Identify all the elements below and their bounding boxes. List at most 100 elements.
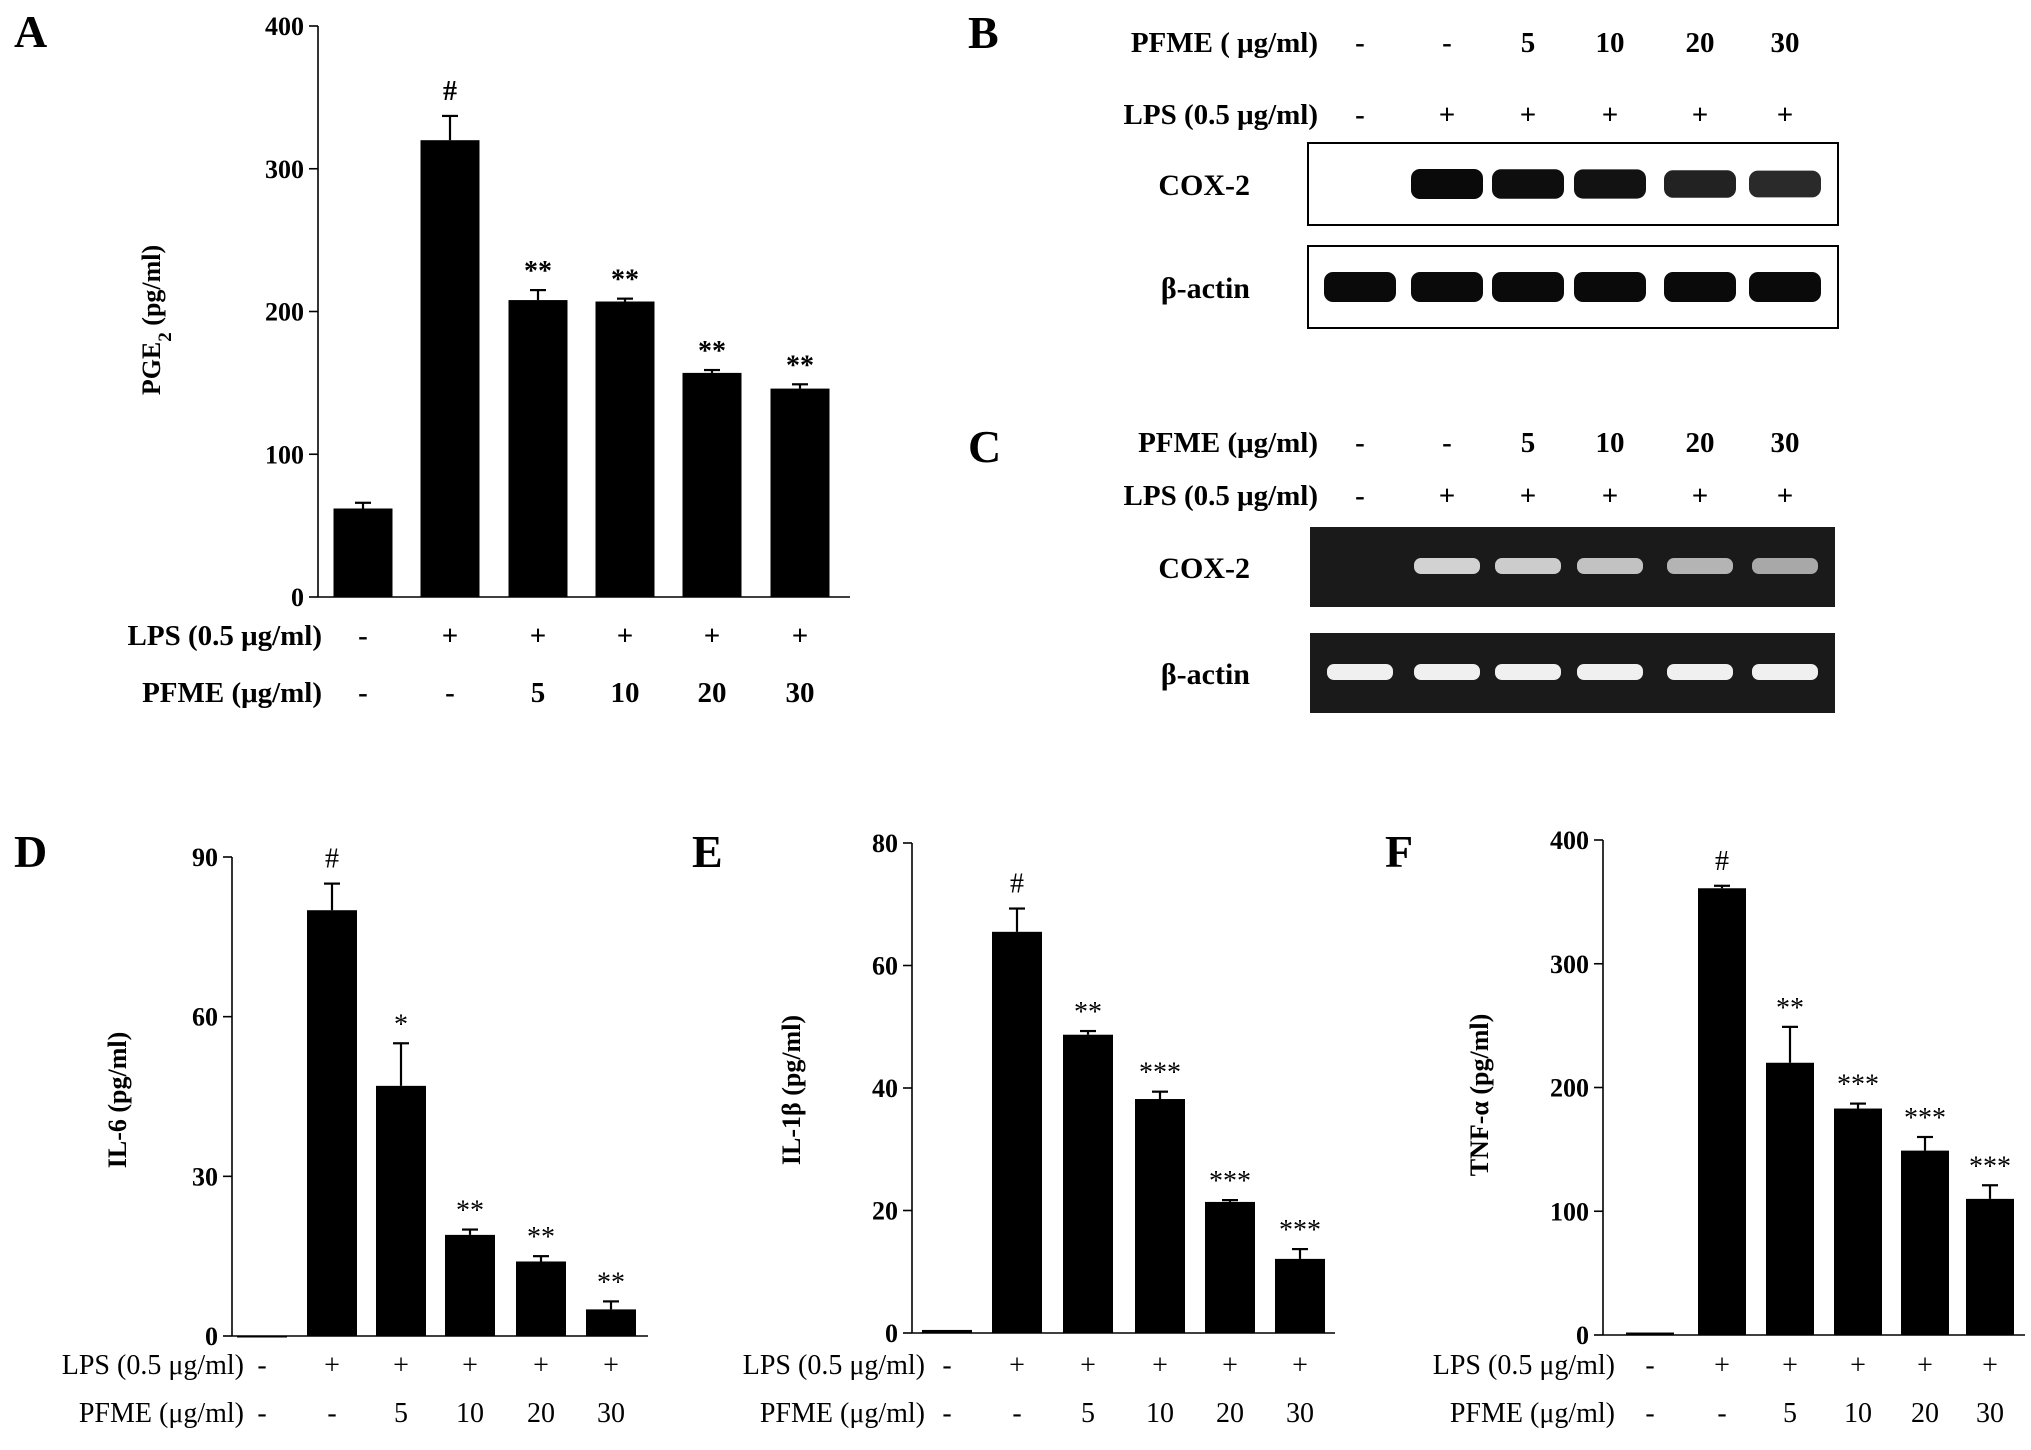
panel-letter: F: [1385, 826, 1413, 877]
significance-marker: ***: [1969, 1151, 2011, 1182]
condition-value: +: [1520, 99, 1537, 131]
condition-value: +: [1917, 1350, 1933, 1381]
condition-value: +: [442, 620, 459, 652]
significance-marker: #: [1715, 846, 1729, 877]
bar: [922, 1329, 972, 1333]
condition-value: +: [462, 1350, 478, 1381]
y-tick-label: 60: [192, 1003, 218, 1032]
gel-band: [1577, 664, 1643, 680]
condition-value: 30: [597, 1398, 625, 1429]
condition-value: -: [1442, 427, 1452, 459]
condition-label: PFME (μg/ml): [142, 677, 322, 709]
gel-band: [1577, 558, 1643, 574]
condition-value: -: [1012, 1398, 1021, 1429]
y-tick-label: 400: [265, 12, 304, 41]
condition-value: 5: [394, 1398, 408, 1429]
bar: [682, 372, 742, 597]
gel-band: [1495, 664, 1561, 680]
condition-value: +: [1292, 1350, 1308, 1381]
condition-value: 10: [1596, 27, 1625, 59]
condition-value: 20: [698, 677, 727, 709]
gel-band: [1667, 558, 1733, 574]
significance-marker: ***: [1279, 1215, 1321, 1246]
y-tick-label: 60: [872, 952, 898, 981]
blot-band: [1749, 170, 1821, 198]
condition-value: -: [1442, 27, 1452, 59]
condition-value: 5: [1783, 1398, 1797, 1429]
condition-value: +: [1602, 99, 1619, 131]
condition-value: 20: [1686, 427, 1715, 459]
condition-value: 10: [1844, 1398, 1872, 1429]
condition-label: PFME (μg/ml): [79, 1398, 244, 1429]
bar: [586, 1309, 636, 1336]
condition-value: -: [445, 677, 455, 709]
condition-value: +: [1982, 1350, 1998, 1381]
y-axis-label: TNF-α (pg/ml): [1465, 1014, 1494, 1177]
condition-value: +: [533, 1350, 549, 1381]
condition-value: 5: [1081, 1398, 1095, 1429]
condition-value: -: [1355, 27, 1365, 59]
blot-row-label: COX-2: [1158, 552, 1250, 585]
condition-value: -: [358, 677, 368, 709]
y-tick-label: 300: [1550, 950, 1589, 979]
condition-value: +: [1152, 1350, 1168, 1381]
bar: [1205, 1201, 1255, 1333]
condition-value: 10: [1596, 427, 1625, 459]
condition-value: +: [1777, 480, 1794, 512]
significance-marker: **: [456, 1196, 484, 1227]
condition-label: LPS (0.5 μg/ml): [743, 1350, 925, 1381]
condition-value: -: [327, 1398, 336, 1429]
y-axis-label: PGE2 (pg/ml): [137, 245, 176, 395]
blot-band: [1574, 272, 1646, 302]
y-tick-label: 200: [265, 298, 304, 327]
significance-marker: **: [1776, 993, 1804, 1024]
condition-value: -: [1355, 427, 1365, 459]
significance-marker: **: [527, 1222, 555, 1253]
condition-value: +: [1009, 1350, 1025, 1381]
condition-label: PFME ( μg/ml): [1131, 27, 1318, 59]
blot-band: [1411, 272, 1483, 302]
blot-row-label: β-actin: [1161, 658, 1250, 691]
condition-value: 10: [456, 1398, 484, 1429]
condition-value: +: [1850, 1350, 1866, 1381]
significance-marker: **: [611, 265, 639, 296]
blot-frame: [1307, 245, 1839, 329]
gel-band: [1752, 558, 1818, 574]
condition-value: 20: [1686, 27, 1715, 59]
y-tick-label: 0: [205, 1322, 218, 1351]
condition-value: +: [603, 1350, 619, 1381]
blot-band: [1324, 272, 1396, 302]
bar: [1966, 1198, 2014, 1335]
y-tick-label: 300: [265, 155, 304, 184]
blot-band: [1574, 169, 1646, 199]
condition-value: +: [617, 620, 634, 652]
bar: [1626, 1332, 1674, 1335]
condition-value: +: [393, 1350, 409, 1381]
y-tick-label: 0: [1576, 1321, 1589, 1350]
condition-value: 30: [1771, 427, 1800, 459]
condition-value: 10: [1146, 1398, 1174, 1429]
y-tick-label: 100: [1550, 1197, 1589, 1226]
condition-value: -: [1717, 1398, 1726, 1429]
bar: [333, 508, 393, 597]
gel-band: [1327, 664, 1393, 680]
condition-value: 30: [1976, 1398, 2004, 1429]
condition-value: 5: [1521, 427, 1536, 459]
significance-marker: ***: [1837, 1070, 1879, 1101]
condition-value: +: [1692, 480, 1709, 512]
condition-value: +: [1692, 99, 1709, 131]
significance-marker: **: [524, 256, 552, 287]
significance-marker: **: [1074, 997, 1102, 1028]
condition-value: 10: [611, 677, 640, 709]
blot-band: [1411, 169, 1483, 199]
bar: [508, 300, 568, 597]
y-tick-label: 30: [192, 1162, 218, 1191]
y-tick-label: 200: [1550, 1074, 1589, 1103]
condition-value: +: [1602, 480, 1619, 512]
condition-value: +: [1439, 480, 1456, 512]
bar: [1901, 1150, 1949, 1335]
condition-value: 20: [1216, 1398, 1244, 1429]
bar: [420, 140, 480, 597]
bar: [1834, 1108, 1882, 1335]
